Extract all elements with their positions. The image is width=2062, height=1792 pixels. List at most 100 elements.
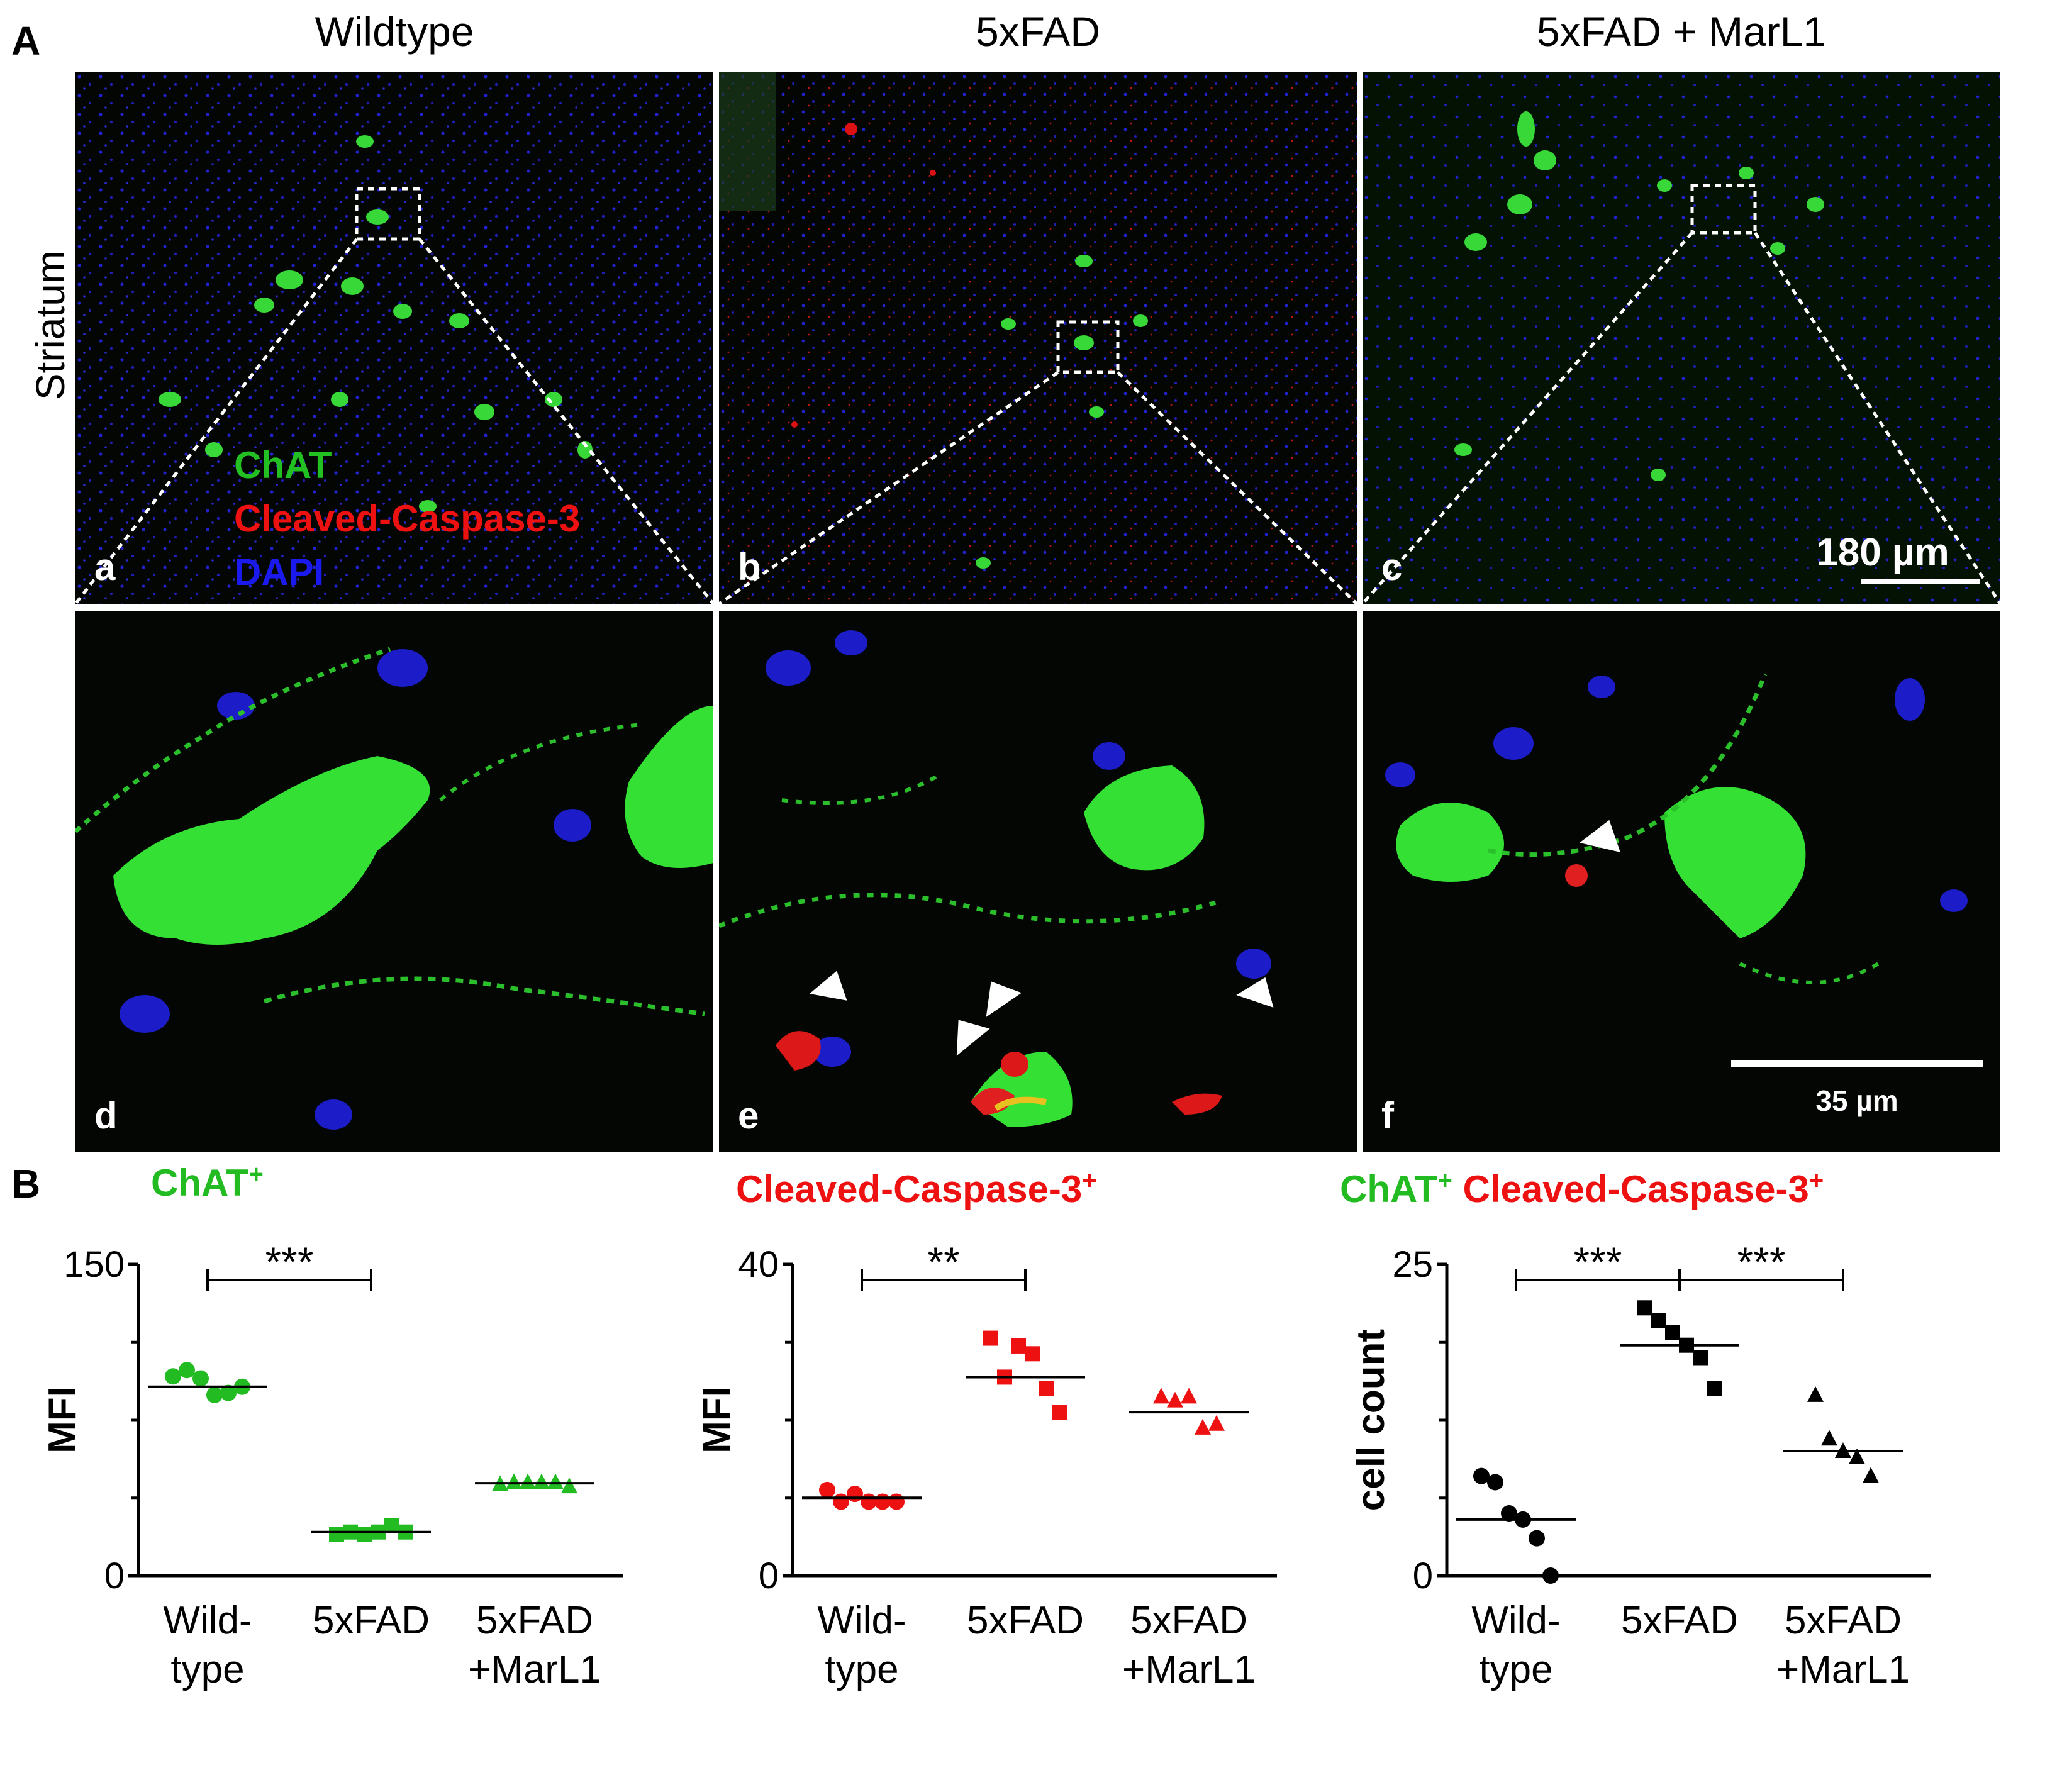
data-point [192, 1370, 209, 1387]
scale-bar-180um-line [1861, 579, 1980, 584]
significance-label: *** [1737, 1238, 1785, 1285]
micrograph-e-texture [719, 630, 1274, 1127]
chart-double-title-part1: ChAT [1340, 1168, 1438, 1210]
subpanel-d-letter: d [94, 1094, 118, 1137]
chart-chat-title: ChAT+ [151, 1160, 264, 1205]
data-point [1052, 1405, 1067, 1420]
chart-double-title-part1-sup: + [1437, 1167, 1452, 1194]
data-point [179, 1362, 195, 1379]
micrograph-d: d [75, 611, 713, 1152]
data-point [1693, 1350, 1708, 1366]
scale-bar-180um-label: 180 µm [1816, 531, 1949, 574]
subpanel-c-letter: c [1381, 546, 1403, 588]
data-point [1153, 1388, 1169, 1404]
micrograph-c: c 180 µm [1363, 72, 2000, 604]
data-point [1651, 1313, 1666, 1328]
scale-bar-35um-line [1731, 1060, 1983, 1067]
data-point [329, 1527, 344, 1542]
significance-label: ** [927, 1238, 959, 1285]
y-tick-label: 0 [759, 1555, 779, 1596]
zoom-connectors [74, 184, 2002, 606]
micrograph-a-texture [75, 72, 713, 604]
column-title-5xfad-marl1: 5xFAD + MarL1 [1536, 8, 1827, 55]
data-point [1501, 1505, 1517, 1522]
chart-caspase-title: Cleaved-Caspase-3+ [736, 1167, 1097, 1211]
x-category-label: type [1479, 1648, 1552, 1691]
scale-bar-35um-label: 35 µm [1815, 1084, 1898, 1117]
scale-bar-35um: 35 µm [1731, 1060, 1983, 1118]
data-point [1863, 1467, 1879, 1483]
chart-double-title-part2-sup: + [1808, 1167, 1824, 1194]
x-category-label: Wild- [1471, 1599, 1560, 1642]
x-category-label: +MarL1 [468, 1648, 601, 1691]
micrograph-a: a [75, 72, 713, 604]
legend-caspase: Cleaved-Caspase-3 [234, 498, 581, 540]
data-point [1849, 1448, 1865, 1464]
data-point [1181, 1388, 1197, 1404]
data-point [1637, 1300, 1652, 1316]
y-tick-label: 40 [738, 1244, 779, 1285]
data-point [520, 1473, 536, 1489]
y-tick-label: 0 [104, 1555, 125, 1596]
chart-chat-mfi: 0 150 MFI Wild-type 5xFAD 5xFAD +MarL1 *** [41, 1238, 623, 1691]
chart-double-cell-count: 0 25 cell count Wild-type 5xFAD 5xFAD +MarL1 **… [1349, 1238, 1931, 1691]
x-category-label: 5xFAD [1785, 1599, 1902, 1642]
chart-double-title-part2: Cleaved-Caspase-3 [1463, 1168, 1809, 1210]
chart-double-title: ChAT+ Cleaved-Caspase-3+ [1340, 1167, 1824, 1211]
x-category-label: type [170, 1648, 244, 1691]
micrograph-d-texture [75, 647, 713, 1130]
y-axis-label: MFI [41, 1386, 84, 1454]
x-category-label: 5xFAD [967, 1599, 1084, 1642]
significance-label: *** [265, 1238, 313, 1285]
micrograph-c-texture [1363, 72, 2000, 604]
x-category-label: Wild- [163, 1599, 252, 1642]
y-tick-label: 0 [1413, 1555, 1433, 1596]
data-point [1821, 1430, 1837, 1446]
data-point [1208, 1415, 1225, 1431]
chart-caspase-mfi: 0 40 MFI Wild-type 5xFAD 5xFAD +MarL1 ** [695, 1238, 1277, 1691]
x-category-label: 5xFAD [313, 1599, 430, 1642]
x-category-label: +MarL1 [1776, 1648, 1910, 1691]
y-tick-label: 25 [1392, 1244, 1433, 1285]
y-tick-label: 150 [64, 1244, 125, 1285]
x-category-label: +MarL1 [1122, 1648, 1256, 1691]
data-point [357, 1527, 372, 1542]
data-point [1025, 1346, 1040, 1362]
data-point [561, 1478, 577, 1494]
micrograph-e: e [719, 611, 1357, 1152]
micrograph-b-texture [719, 72, 1357, 604]
data-point [1707, 1381, 1722, 1396]
data-point [1542, 1567, 1559, 1584]
panel-a-label: A [11, 18, 41, 64]
x-category-label: 5xFAD [1130, 1599, 1247, 1642]
x-category-label: 5xFAD [1621, 1599, 1738, 1642]
data-point [819, 1481, 835, 1498]
data-point [533, 1473, 550, 1489]
data-point [833, 1493, 849, 1510]
significance-label: *** [1573, 1238, 1622, 1285]
x-category-label: type [825, 1648, 898, 1691]
micrograph-f-texture [1385, 673, 1968, 984]
data-point [983, 1330, 998, 1346]
data-point [888, 1493, 905, 1510]
chart-caspase-title-sup: + [1082, 1167, 1097, 1194]
micrograph-b: b [719, 72, 1357, 604]
data-point [1195, 1418, 1211, 1435]
chart-caspase-title-text: Cleaved-Caspase-3 [736, 1168, 1083, 1210]
column-title-5xfad: 5xFAD [975, 8, 1101, 55]
legend-dapi: DAPI [234, 551, 325, 593]
data-point [1039, 1381, 1054, 1396]
data-point [1807, 1386, 1824, 1402]
column-title-wildtype: Wildtype [315, 8, 474, 55]
x-category-label: 5xFAD [476, 1599, 593, 1642]
data-point [1665, 1325, 1680, 1340]
chart-chat-title-text: ChAT [151, 1162, 249, 1204]
data-point [506, 1473, 522, 1489]
y-axis-label: cell count [1349, 1329, 1393, 1511]
chart-chat-title-sup: + [248, 1160, 264, 1188]
legend-chat: ChAT [234, 444, 332, 486]
x-category-label: Wild- [817, 1599, 906, 1642]
data-point [206, 1386, 223, 1403]
data-point [220, 1384, 237, 1401]
panel-b-label: B [11, 1161, 41, 1206]
